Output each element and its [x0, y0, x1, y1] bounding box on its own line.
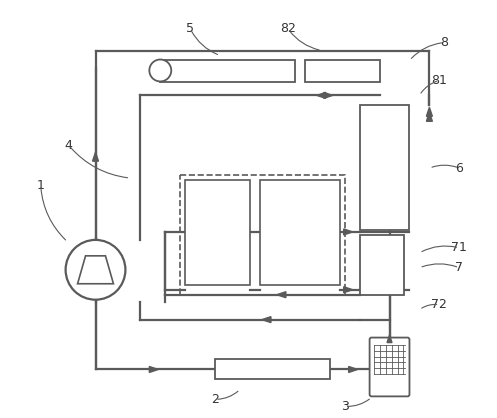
Text: 7: 7: [455, 261, 463, 274]
Text: 4: 4: [65, 139, 73, 152]
Text: 3: 3: [341, 400, 348, 413]
Text: 6: 6: [455, 162, 463, 175]
Text: 72: 72: [431, 298, 447, 311]
Polygon shape: [387, 335, 392, 343]
Polygon shape: [344, 287, 353, 293]
Polygon shape: [426, 107, 432, 116]
Polygon shape: [426, 112, 432, 121]
Polygon shape: [317, 92, 326, 98]
Polygon shape: [277, 292, 286, 298]
Polygon shape: [262, 317, 271, 323]
Text: 8: 8: [440, 36, 448, 49]
Text: 5: 5: [186, 22, 194, 35]
Text: 71: 71: [451, 241, 467, 255]
Bar: [305, 61, 380, 82]
FancyBboxPatch shape: [370, 338, 410, 396]
Bar: [215, 359, 330, 380]
Polygon shape: [92, 152, 98, 161]
Bar: [161, 61, 295, 82]
Bar: [180, 175, 345, 295]
Polygon shape: [78, 256, 113, 284]
Text: 81: 81: [431, 74, 447, 87]
Bar: [360, 105, 410, 230]
Bar: [185, 180, 250, 285]
Polygon shape: [149, 367, 159, 372]
Polygon shape: [324, 92, 332, 98]
Text: 2: 2: [211, 393, 219, 406]
Text: 82: 82: [280, 22, 296, 35]
Polygon shape: [349, 367, 358, 372]
Bar: [260, 180, 339, 285]
Bar: [374, 375, 406, 393]
Bar: [360, 235, 405, 295]
Circle shape: [66, 240, 125, 300]
Polygon shape: [344, 229, 353, 235]
Text: 1: 1: [37, 178, 45, 191]
Ellipse shape: [149, 59, 171, 82]
